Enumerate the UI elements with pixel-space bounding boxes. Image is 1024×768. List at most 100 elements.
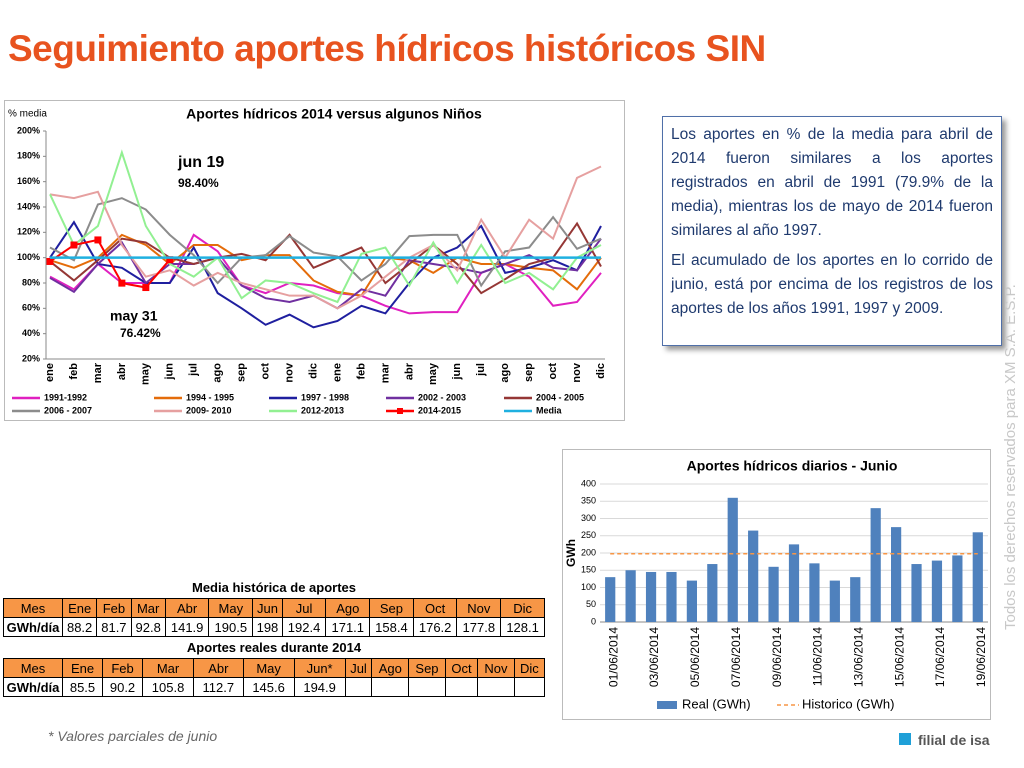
bar <box>829 580 840 622</box>
y-tick-label: 200 <box>581 547 596 557</box>
y-axis-label: GWh <box>564 539 578 567</box>
y-tick-label: 20% <box>22 353 40 363</box>
table-cell <box>408 677 446 697</box>
table-cell: 81.7 <box>96 617 132 637</box>
x-tick-label: 09/06/2014 <box>770 627 784 687</box>
table-cell: May <box>208 598 254 618</box>
x-tick-label: abr <box>116 362 128 380</box>
slide-title: Seguimiento aportes hídricos históricos … <box>8 28 766 69</box>
legend-label: 1991-1992 <box>44 392 87 402</box>
table-cell: 194.9 <box>293 677 346 697</box>
table-cell: 177.8 <box>456 617 502 637</box>
table-cell: Ene <box>61 598 98 618</box>
table-cell: Oct <box>412 598 458 618</box>
table-cell: Nov <box>456 598 502 618</box>
x-tick-label: ene <box>44 363 56 382</box>
line-chart: Aportes hídricos 2014 versus algunos Niñ… <box>4 100 625 421</box>
bar <box>686 580 697 622</box>
bar <box>788 544 800 622</box>
y-tick-label: 50 <box>586 599 596 609</box>
table-cell: Feb <box>96 598 132 618</box>
table-cell <box>513 677 546 697</box>
x-tick-label: may <box>427 362 439 385</box>
table-cell: Mar <box>142 658 195 678</box>
bar <box>666 571 677 622</box>
series-line <box>49 238 171 289</box>
marker <box>46 257 54 265</box>
series-line <box>49 233 602 297</box>
bar <box>911 564 922 622</box>
table-cell: 85.5 <box>61 677 104 697</box>
y-tick-label: 140% <box>17 201 40 211</box>
side-text: Todos los derechos reservados para XM S.… <box>1002 284 1019 630</box>
table-cell <box>344 677 373 697</box>
x-tick-label: jul <box>475 363 487 377</box>
series-line <box>49 220 602 329</box>
table-cell: GWh/día <box>3 617 63 637</box>
series-line <box>49 149 602 304</box>
marker <box>94 236 102 244</box>
chart-frame <box>4 100 625 421</box>
x-tick-label: oct <box>260 363 272 380</box>
marker <box>166 256 174 264</box>
legend-marker <box>397 408 403 414</box>
bar <box>605 577 616 622</box>
y-tick-label: 0 <box>591 616 596 626</box>
table-cell: Ene <box>61 658 104 678</box>
table-cell: 92.8 <box>130 617 166 637</box>
legend-label: 2014-2015 <box>418 405 461 415</box>
x-tick-label: nov <box>283 362 295 382</box>
annotation: 98.40% <box>178 176 219 190</box>
x-tick-label: 15/06/2014 <box>892 627 906 687</box>
footer: filial de isa <box>918 732 990 748</box>
table-cell: 90.2 <box>102 677 144 697</box>
y-tick-label: 40% <box>22 328 40 338</box>
y-tick-label: 60% <box>22 303 40 313</box>
x-tick-label: 03/06/2014 <box>647 627 661 687</box>
bar <box>768 566 779 622</box>
bar-chart: Aportes hídricos diarios - Junio GWh 0 50 10… <box>562 449 991 720</box>
x-tick-label: dic <box>595 363 607 379</box>
bar <box>707 564 718 622</box>
x-tick-label: sep <box>523 363 535 382</box>
bar <box>625 570 636 622</box>
table-cell: GWh/día <box>3 677 63 697</box>
y-tick-label: 350 <box>581 496 596 506</box>
x-tick-label: jun <box>164 363 176 381</box>
paragraph: Los aportes en % de la media para abril … <box>671 126 993 239</box>
marker <box>118 279 126 287</box>
table-cell: 158.4 <box>369 617 414 637</box>
series-line <box>49 221 602 295</box>
legend-label: 2002 - 2003 <box>418 392 466 402</box>
table-cell: Mes <box>3 598 63 618</box>
table-cell: 112.7 <box>193 677 244 697</box>
table-cell <box>444 677 479 697</box>
table-cell: Sep <box>408 658 446 678</box>
series-line <box>49 165 602 310</box>
x-tick-label: jun <box>451 363 463 381</box>
bar <box>931 560 943 622</box>
bar <box>891 527 902 622</box>
table-cell: 176.2 <box>412 617 458 637</box>
paragraph: El acumulado de los aportes en lo corrid… <box>671 252 993 317</box>
table-cell: Sep <box>369 598 414 618</box>
legend-label: Real (GWh) <box>682 696 751 711</box>
table-cell: 145.6 <box>242 677 295 697</box>
x-tick-label: ago <box>499 363 511 383</box>
bar <box>972 532 983 622</box>
bar <box>748 530 759 622</box>
table-cell: Oct <box>444 658 479 678</box>
annotation: 76.42% <box>120 326 161 340</box>
x-tick-label: mar <box>92 362 104 383</box>
table-cell: Dic <box>500 598 545 618</box>
bar <box>870 508 881 622</box>
x-tick-label: 19/06/2014 <box>974 627 988 687</box>
x-tick-label: feb <box>68 363 80 380</box>
bar <box>952 555 963 622</box>
table-title: Aportes reales durante 2014 <box>186 640 362 655</box>
table-row: Mes Ene Feb Mar Abr May Jun* Jul Ago Sep Oct Nov Dic <box>3 658 546 678</box>
y-tick-label: 100% <box>17 252 40 262</box>
x-tick-label: feb <box>355 363 367 380</box>
table-cell: Feb <box>102 658 144 678</box>
table-cell: Jun* <box>293 658 346 678</box>
